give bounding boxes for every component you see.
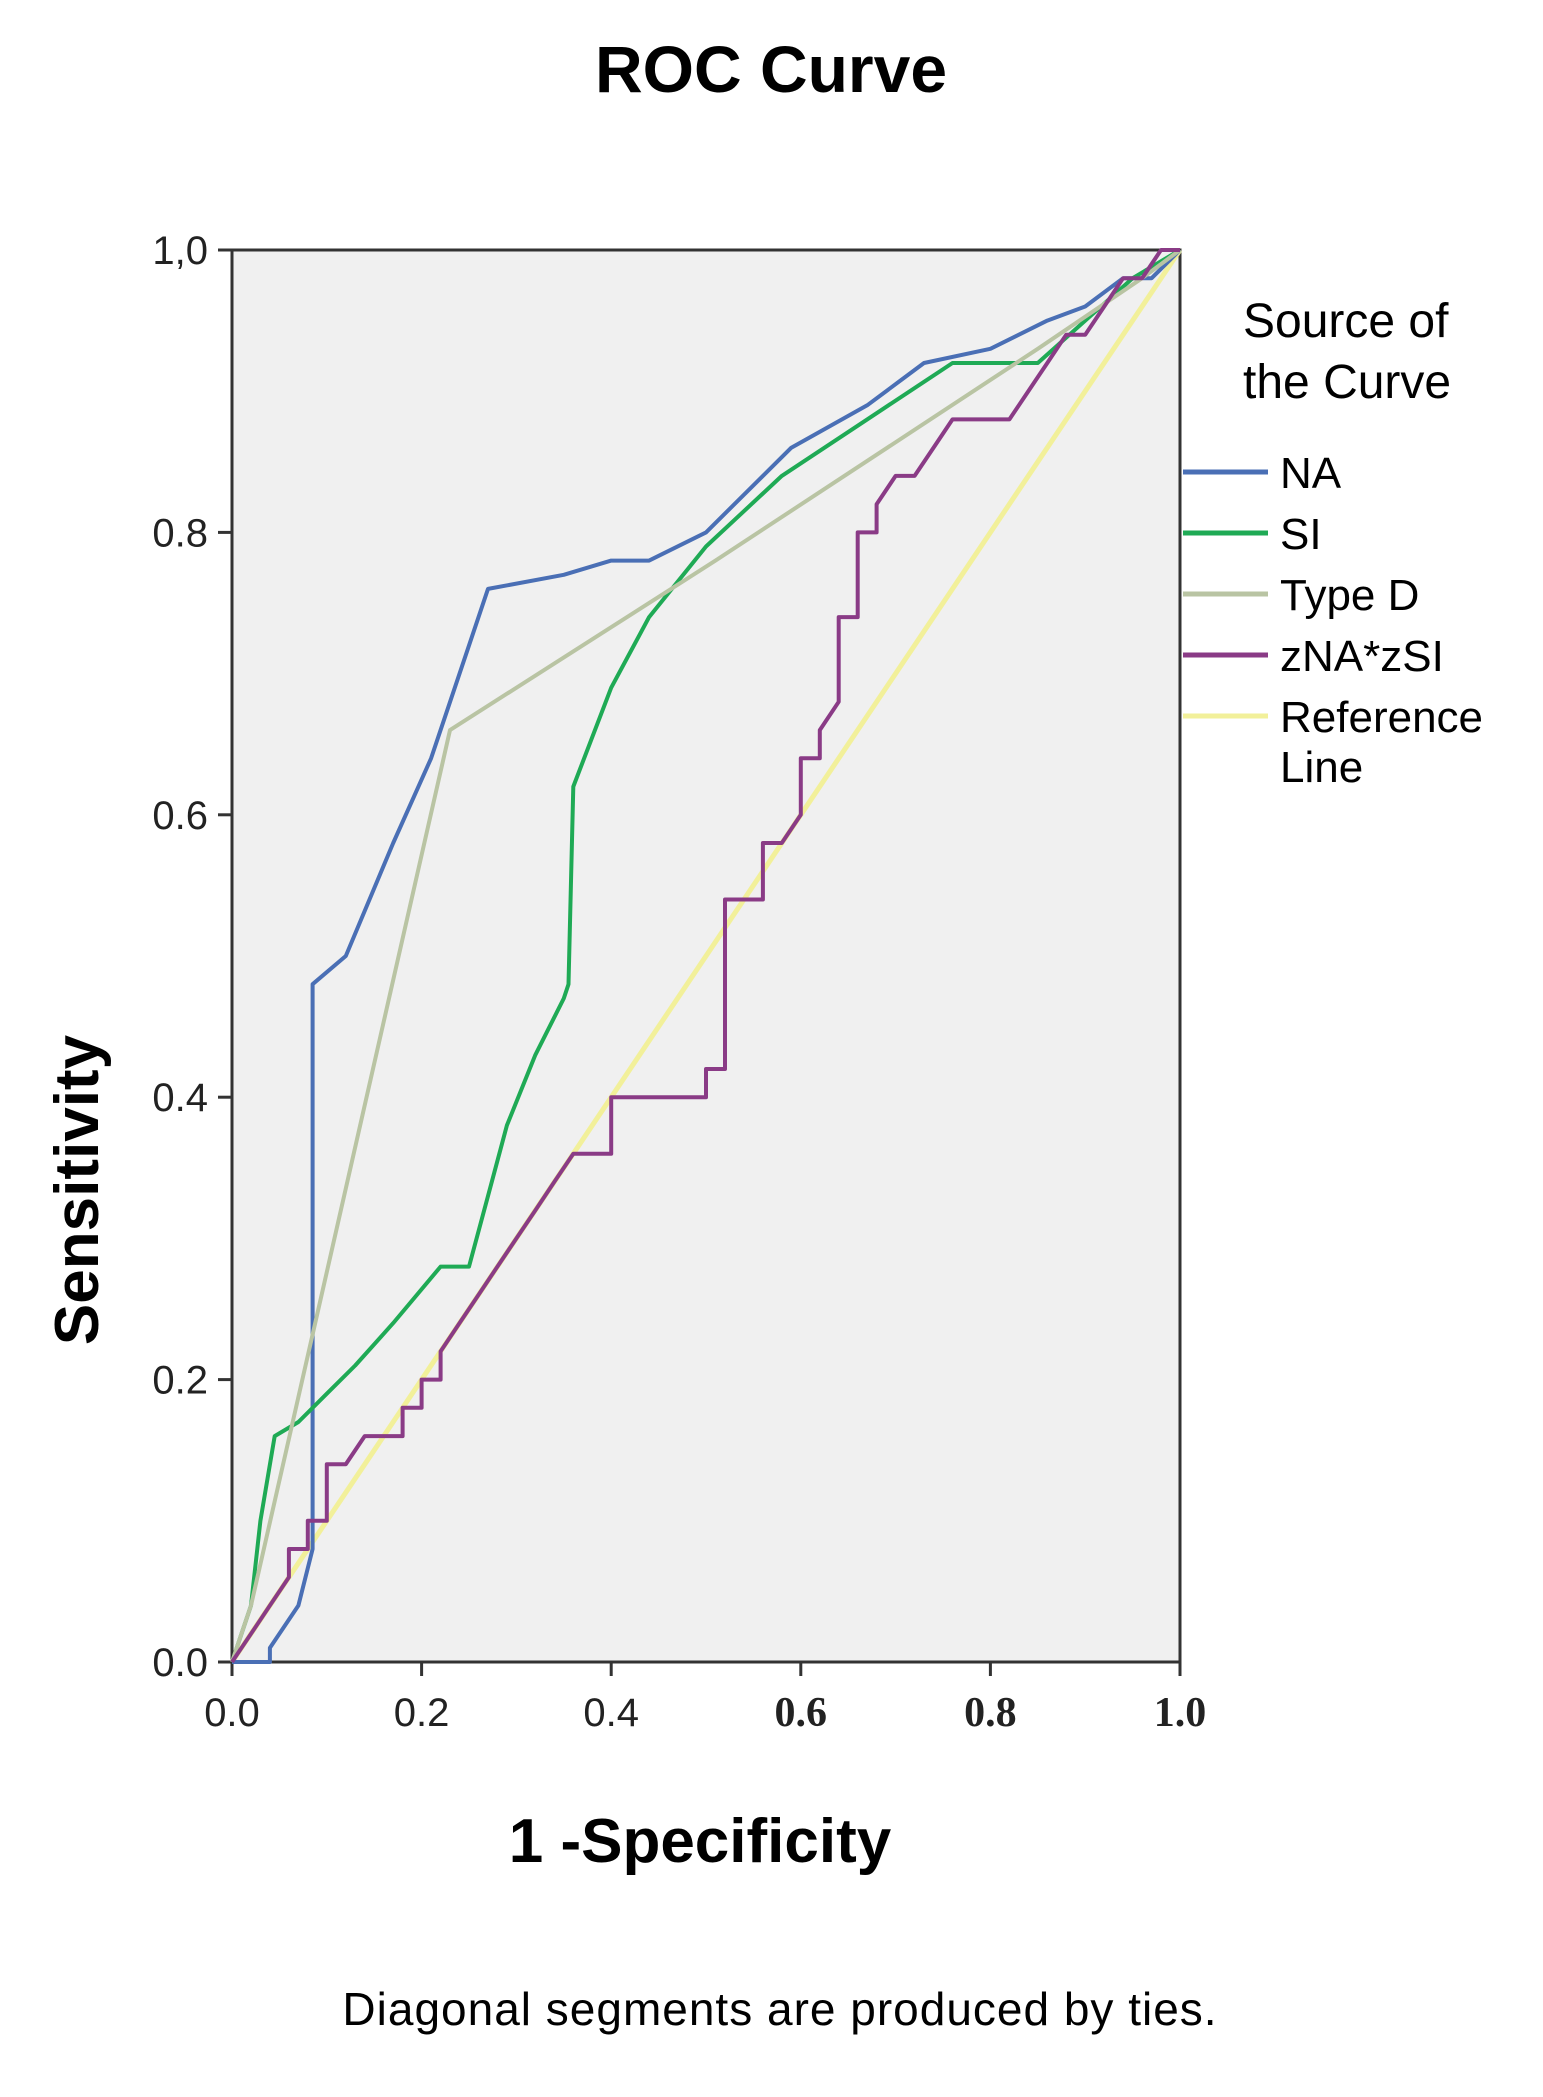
chart-title: ROC Curve — [595, 32, 947, 106]
y-tick-label: 0.2 — [152, 1359, 208, 1403]
series-line-zna-zsi — [230, 248, 1180, 1664]
legend-label-reference-line: Line — [1280, 743, 1363, 792]
series-line-na — [232, 248, 1182, 1664]
y-axis-title: Sensitivity — [43, 1034, 112, 1345]
footnote: Diagonal segments are produced by ties. — [342, 1983, 1217, 2035]
legend-title-line1: Source of — [1243, 295, 1449, 348]
y-tick-label: 0.4 — [152, 1076, 208, 1120]
x-tick-label: 0.6 — [775, 1690, 828, 1736]
y-tick-label: 0.6 — [152, 794, 208, 838]
y-tick-label: 0.8 — [152, 511, 208, 555]
x-tick-label: 0.8 — [964, 1690, 1017, 1736]
x-tick-label: 0.4 — [583, 1691, 639, 1735]
legend: Source of the Curve NA SI Type D zNA*zSI Ref… — [1183, 295, 1483, 792]
x-tick-label: 0.2 — [394, 1691, 450, 1735]
series-line-si — [230, 248, 1182, 1663]
series-layer — [229, 248, 1183, 1664]
y-tick-label: 0.0 — [152, 1641, 208, 1685]
y-tick-label: 1,0 — [152, 229, 208, 273]
legend-label-type-d: Type D — [1280, 571, 1419, 620]
legend-label-zna-zsi: zNA*zSI — [1280, 632, 1444, 681]
series-line-reference-line — [229, 248, 1183, 1664]
x-axis-title: 1 -Specificity — [509, 1807, 892, 1876]
legend-label-si: SI — [1280, 510, 1322, 559]
legend-label-na: NA — [1280, 449, 1342, 498]
axes: 0.0 0.2 0.4 0.6 0.8 1.0 0.0 0.2 0.4 0.6 0.8 1,0 — [152, 229, 1206, 1736]
x-tick-label: 1.0 — [1154, 1690, 1207, 1736]
legend-title-line2: the Curve — [1243, 356, 1451, 409]
legend-label-reference-line: Reference — [1280, 693, 1483, 742]
x-tick-label: 0.0 — [204, 1691, 260, 1735]
